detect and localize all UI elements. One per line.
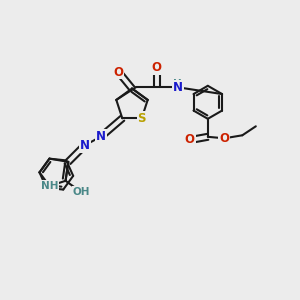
Text: OH: OH bbox=[73, 187, 90, 197]
Text: N: N bbox=[80, 139, 90, 152]
Text: O: O bbox=[113, 65, 124, 79]
Text: S: S bbox=[137, 112, 146, 125]
Text: O: O bbox=[152, 61, 162, 74]
Text: O: O bbox=[185, 133, 195, 146]
Text: NH: NH bbox=[41, 181, 58, 191]
Text: O: O bbox=[219, 132, 229, 145]
Text: H: H bbox=[173, 79, 182, 89]
Text: N: N bbox=[96, 130, 106, 143]
Text: N: N bbox=[173, 81, 183, 94]
